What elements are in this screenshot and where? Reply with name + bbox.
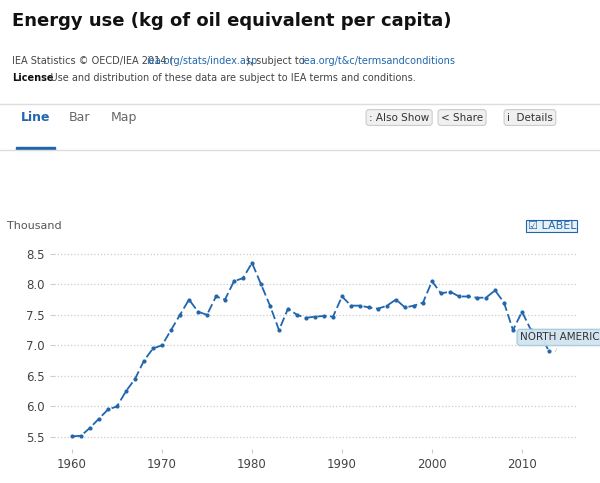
Text: iea.org/t&c/termsandconditions: iea.org/t&c/termsandconditions (301, 56, 455, 66)
Text: Bar: Bar (69, 111, 91, 124)
Text: Line: Line (21, 111, 50, 124)
Text: Map: Map (111, 111, 137, 124)
Text: IEA Statistics © OECD/IEA 2014 (: IEA Statistics © OECD/IEA 2014 ( (12, 56, 176, 66)
Text: Thousand: Thousand (7, 221, 62, 231)
Text: ), subject to: ), subject to (243, 56, 308, 66)
Text: < Share: < Share (441, 113, 483, 123)
Text: i  Details: i Details (507, 113, 553, 123)
Text: ☑ LABEL: ☑ LABEL (527, 221, 576, 231)
Text: NORTH AMERICA: NORTH AMERICA (520, 332, 600, 352)
Text: Energy use (kg of oil equivalent per capita): Energy use (kg of oil equivalent per cap… (12, 12, 452, 30)
Bar (16, 146, 55, 150)
Text: : Use and distribution of these data are subject to IEA terms and conditions.: : Use and distribution of these data are… (41, 73, 416, 84)
Text: iea.org/stats/index.asp: iea.org/stats/index.asp (146, 56, 257, 66)
Text: License: License (12, 73, 53, 84)
Text: : Also Show: : Also Show (369, 113, 429, 123)
